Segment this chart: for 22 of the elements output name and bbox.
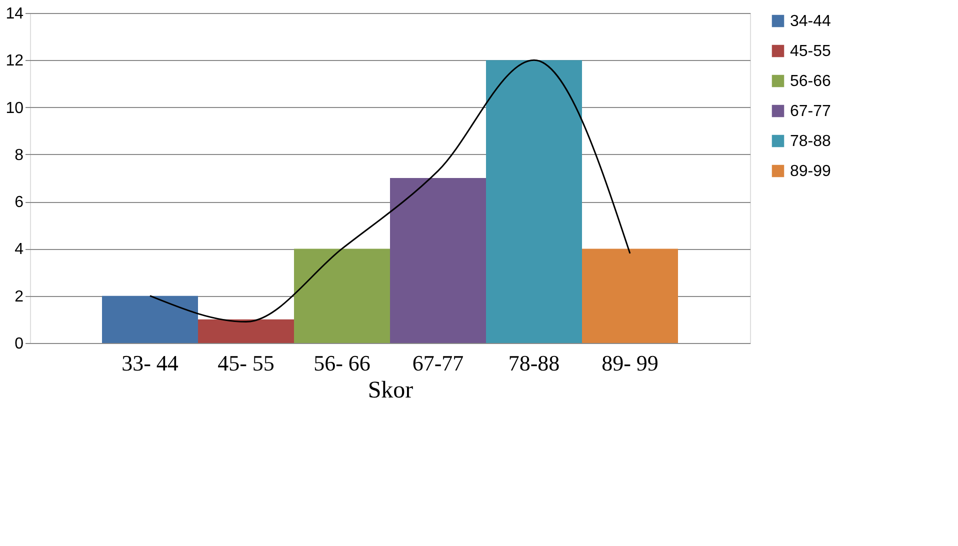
legend-label: 56-66 (790, 73, 832, 90)
y-tick-label: 6 (14, 194, 24, 212)
legend-label: 67-77 (790, 103, 832, 120)
legend-label: 34-44 (790, 13, 832, 30)
y-tick-label: 0 (14, 336, 24, 352)
legend-label: 89-99 (790, 163, 832, 180)
x-tick-label: 33- 44 (122, 350, 178, 376)
x-tick-label: 89- 99 (602, 350, 658, 376)
y-tick-label: 2 (14, 288, 24, 306)
y-tick-label: 12 (6, 52, 24, 70)
x-tick-label: 67-77 (412, 350, 464, 376)
x-tick-label: 45- 55 (218, 350, 274, 376)
y-tick-label: 14 (6, 6, 24, 22)
x-tick-label: 78-88 (508, 350, 560, 376)
x-tick-label: 56- 66 (314, 350, 370, 376)
y-tick-label: 10 (6, 100, 24, 117)
x-axis-title: Skor (368, 378, 414, 404)
legend-label: 45-55 (790, 43, 832, 60)
legend-label: 78-88 (790, 133, 832, 150)
line-series (149, 59, 631, 323)
y-tick-label: 8 (14, 146, 24, 164)
y-tick-label: 4 (14, 241, 24, 258)
